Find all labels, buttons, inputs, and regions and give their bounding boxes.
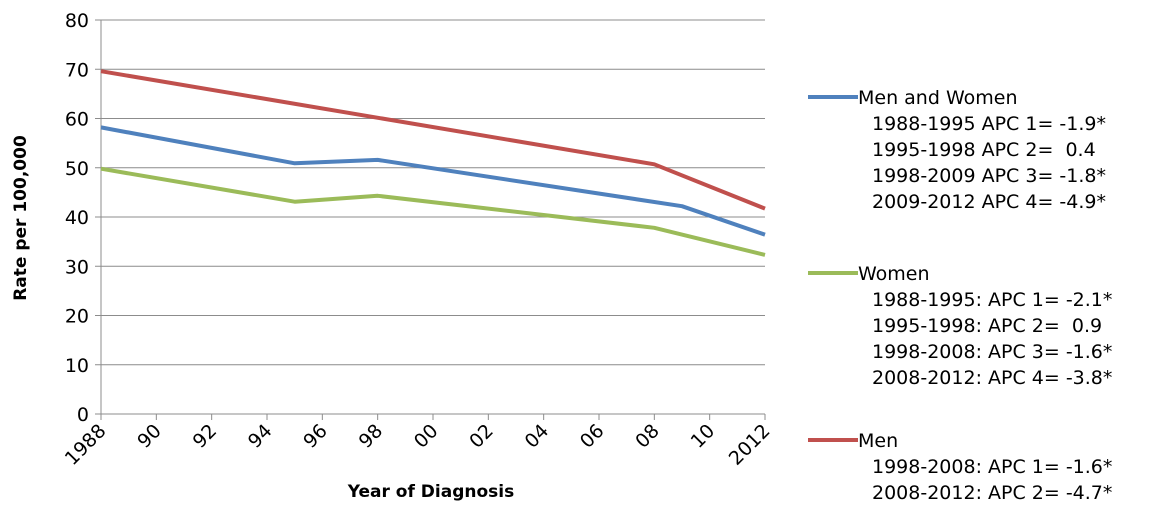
- legend-note: 2009-2012 APC 4= -4.9*: [872, 191, 1106, 213]
- legend-note: 1998-2008: APC 3= -1.6*: [872, 341, 1112, 363]
- legend-note: 2008-2012: APC 4= -3.8*: [872, 367, 1112, 389]
- legend-note: 2008-2012: APC 2= -4.7*: [872, 482, 1112, 504]
- series-line: [100, 125, 766, 237]
- x-tick-label: 90: [133, 420, 166, 453]
- x-axis-title: Year of Diagnosis: [347, 482, 514, 502]
- x-tick-label: 10: [687, 420, 720, 453]
- x-tick-label: 02: [465, 420, 498, 453]
- y-tick-label: 60: [65, 109, 89, 131]
- y-tick-label: 50: [65, 158, 89, 180]
- x-tick-label: 00: [410, 420, 443, 453]
- x-tick-label: 06: [576, 420, 609, 453]
- y-tick-label: 40: [65, 207, 89, 229]
- y-tick-label: 30: [65, 256, 89, 278]
- y-tick-label: 10: [65, 355, 89, 377]
- y-tick-labels: 0 10 20 30 40 50 60 70 80: [65, 10, 89, 426]
- legend: Men and Women 1988-1995 APC 1= -1.9* 1995-…: [808, 87, 1112, 504]
- x-tick-label: 08: [631, 420, 664, 453]
- gridlines: [101, 19, 765, 366]
- x-tick-label: 04: [521, 420, 554, 453]
- x-tick-label: 96: [299, 420, 332, 453]
- legend-label: Men and Women: [858, 87, 1018, 109]
- x-tick-label: 2012: [725, 420, 775, 470]
- x-tick-labels: 1988 90 92 94 96 98 00 02 04 06 08 10 2012: [61, 420, 775, 470]
- x-tick-label: 92: [189, 420, 222, 453]
- legend-label: Women: [858, 263, 930, 285]
- series-lines: [100, 69, 766, 257]
- legend-label: Men: [858, 430, 898, 452]
- series-line: [100, 69, 766, 211]
- legend-note: 1998-2009 APC 3= -1.8*: [872, 165, 1106, 187]
- y-axis-title: Rate per 100,000: [11, 135, 31, 301]
- legend-note: 1995-1998: APC 2= 0.9: [872, 315, 1102, 337]
- y-tick-label: 20: [65, 306, 89, 328]
- x-tick-label: 98: [355, 420, 388, 453]
- x-tick-label: 94: [244, 420, 277, 453]
- y-tick-label: 0: [77, 404, 89, 426]
- legend-note: 1988-1995: APC 1= -2.1*: [872, 289, 1112, 311]
- legend-note: 1988-1995 APC 1= -1.9*: [872, 113, 1106, 135]
- legend-note: 1998-2008: APC 1= -1.6*: [872, 456, 1112, 478]
- legend-note: 1995-1998 APC 2= 0.4: [872, 139, 1096, 161]
- y-tick-label: 80: [65, 10, 89, 32]
- axes: [95, 19, 766, 420]
- x-tick-label: 1988: [61, 420, 111, 470]
- series-line: [100, 166, 766, 257]
- y-tick-label: 70: [65, 59, 89, 81]
